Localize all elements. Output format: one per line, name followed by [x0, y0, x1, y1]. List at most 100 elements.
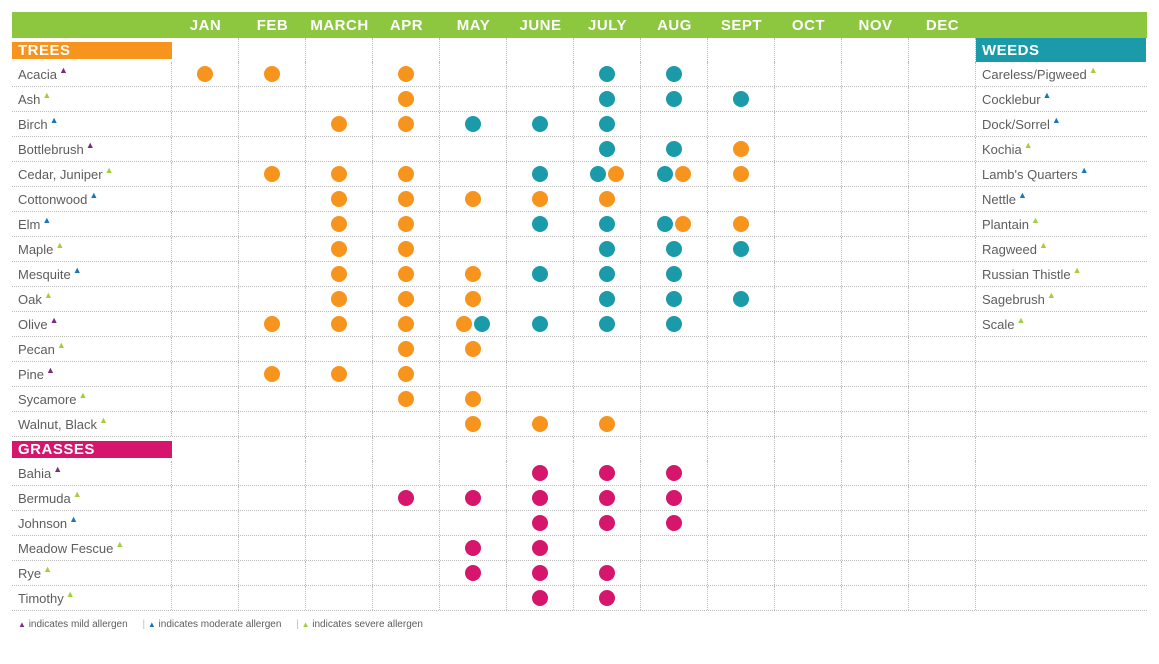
allergen-label-right: Russian Thistle▲ — [976, 262, 1146, 286]
month-header-row: JANFEBMARCHAPRMAYJUNEJULYAUGSEPTOCTNOVDE… — [12, 12, 1147, 38]
month-cell-oct — [775, 586, 842, 610]
allergen-row: Bermuda▲ — [12, 486, 1147, 511]
month-cell-dec — [909, 212, 976, 236]
allergen-row: Mesquite▲Russian Thistle▲ — [12, 262, 1147, 287]
severity-marker-icon: ▲ — [46, 366, 55, 375]
presence-dot — [675, 166, 691, 182]
section-title-left: TREES — [12, 42, 172, 59]
month-cell-sept — [708, 511, 775, 535]
allergen-name: Russian Thistle — [982, 267, 1071, 282]
severity-marker-icon: ▲ — [50, 316, 59, 325]
allergen-row: Walnut, Black▲ — [12, 412, 1147, 437]
presence-dot — [733, 91, 749, 107]
month-cell-feb — [239, 412, 306, 436]
month-cell-may — [440, 212, 507, 236]
month-cell-oct — [775, 112, 842, 136]
presence-dot — [456, 316, 472, 332]
month-cell-jul — [574, 486, 641, 510]
month-cell-apr — [373, 362, 440, 386]
month-cell-jul — [574, 387, 641, 411]
month-cell-sept — [708, 536, 775, 560]
month-cell-may — [440, 62, 507, 86]
presence-dot — [331, 191, 347, 207]
month-cell-apr — [373, 387, 440, 411]
month-cell-aug — [641, 162, 708, 186]
month-cell-dec — [909, 461, 976, 485]
month-cell-feb — [239, 287, 306, 311]
presence-dot — [532, 116, 548, 132]
month-cell-oct — [775, 412, 842, 436]
month-cell-apr — [373, 511, 440, 535]
month-cell-sept — [708, 212, 775, 236]
month-cell-nov — [842, 461, 909, 485]
month-cell-march — [306, 162, 373, 186]
month-cell-feb — [239, 586, 306, 610]
month-cell-oct — [775, 561, 842, 585]
allergen-label-right: Lamb's Quarters▲ — [976, 162, 1146, 186]
presence-dot — [666, 266, 682, 282]
allergen-label-left: Cedar, Juniper▲ — [12, 162, 172, 186]
month-cell-aug — [641, 137, 708, 161]
presence-dot — [733, 141, 749, 157]
month-header-dec: DEC — [909, 17, 976, 34]
allergen-label-right — [976, 461, 1146, 485]
presence-dot — [532, 465, 548, 481]
severity-marker-icon: ▲ — [1047, 291, 1056, 300]
month-cell-june — [507, 412, 574, 436]
allergen-row: Elm▲Plantain▲ — [12, 212, 1147, 237]
month-cell-apr — [373, 237, 440, 261]
presence-dot — [331, 216, 347, 232]
month-cell-jul — [574, 461, 641, 485]
severity-marker-icon: ▲ — [73, 266, 82, 275]
month-cell-oct — [775, 461, 842, 485]
month-cell-apr — [373, 486, 440, 510]
month-cell-feb — [239, 237, 306, 261]
presence-dot — [465, 416, 481, 432]
allergen-row: Cottonwood▲Nettle▲ — [12, 187, 1147, 212]
month-cell-oct — [775, 137, 842, 161]
month-cell-sept — [708, 486, 775, 510]
allergen-label-left: Johnson▲ — [12, 511, 172, 535]
presence-dot — [532, 515, 548, 531]
month-cell-nov — [842, 412, 909, 436]
presence-dot — [474, 316, 490, 332]
allergen-name: Acacia — [18, 67, 57, 82]
month-cell-may — [440, 461, 507, 485]
allergen-name: Pecan — [18, 342, 55, 357]
month-cell-jan — [172, 387, 239, 411]
month-cell-march — [306, 536, 373, 560]
month-cell-nov — [842, 312, 909, 336]
month-cell-jan — [172, 586, 239, 610]
month-cell-nov — [842, 561, 909, 585]
month-cell-oct — [775, 486, 842, 510]
month-header-feb: FEB — [239, 17, 306, 34]
allergen-name: Cottonwood — [18, 192, 87, 207]
month-cell-march — [306, 312, 373, 336]
allergen-label-right — [976, 586, 1146, 610]
allergen-label-left: Birch▲ — [12, 112, 172, 136]
allergen-label-left: Acacia▲ — [12, 62, 172, 86]
allergen-label-left: Pecan▲ — [12, 337, 172, 361]
month-cell-feb — [239, 187, 306, 211]
month-cell-oct — [775, 312, 842, 336]
month-cell-sept — [708, 337, 775, 361]
section-header: TREESWEEDS — [12, 38, 1147, 62]
month-cell-apr — [373, 262, 440, 286]
presence-dot — [331, 241, 347, 257]
severity-marker-icon: ▲ — [1073, 266, 1082, 275]
month-cell-jan — [172, 137, 239, 161]
legend-severe-text: indicates severe allergen — [312, 619, 423, 630]
allergen-label-right: Kochia▲ — [976, 137, 1146, 161]
month-cell-aug — [641, 312, 708, 336]
month-cell-dec — [909, 387, 976, 411]
section-header: GRASSES — [12, 437, 1147, 461]
month-cell-dec — [909, 187, 976, 211]
month-cell-june — [507, 387, 574, 411]
month-cell-sept — [708, 137, 775, 161]
month-cell-jan — [172, 412, 239, 436]
month-cell-march — [306, 87, 373, 111]
presence-dot — [532, 565, 548, 581]
month-cell-sept — [708, 412, 775, 436]
month-cell-jan — [172, 187, 239, 211]
severity-marker-icon: ▲ — [59, 66, 68, 75]
